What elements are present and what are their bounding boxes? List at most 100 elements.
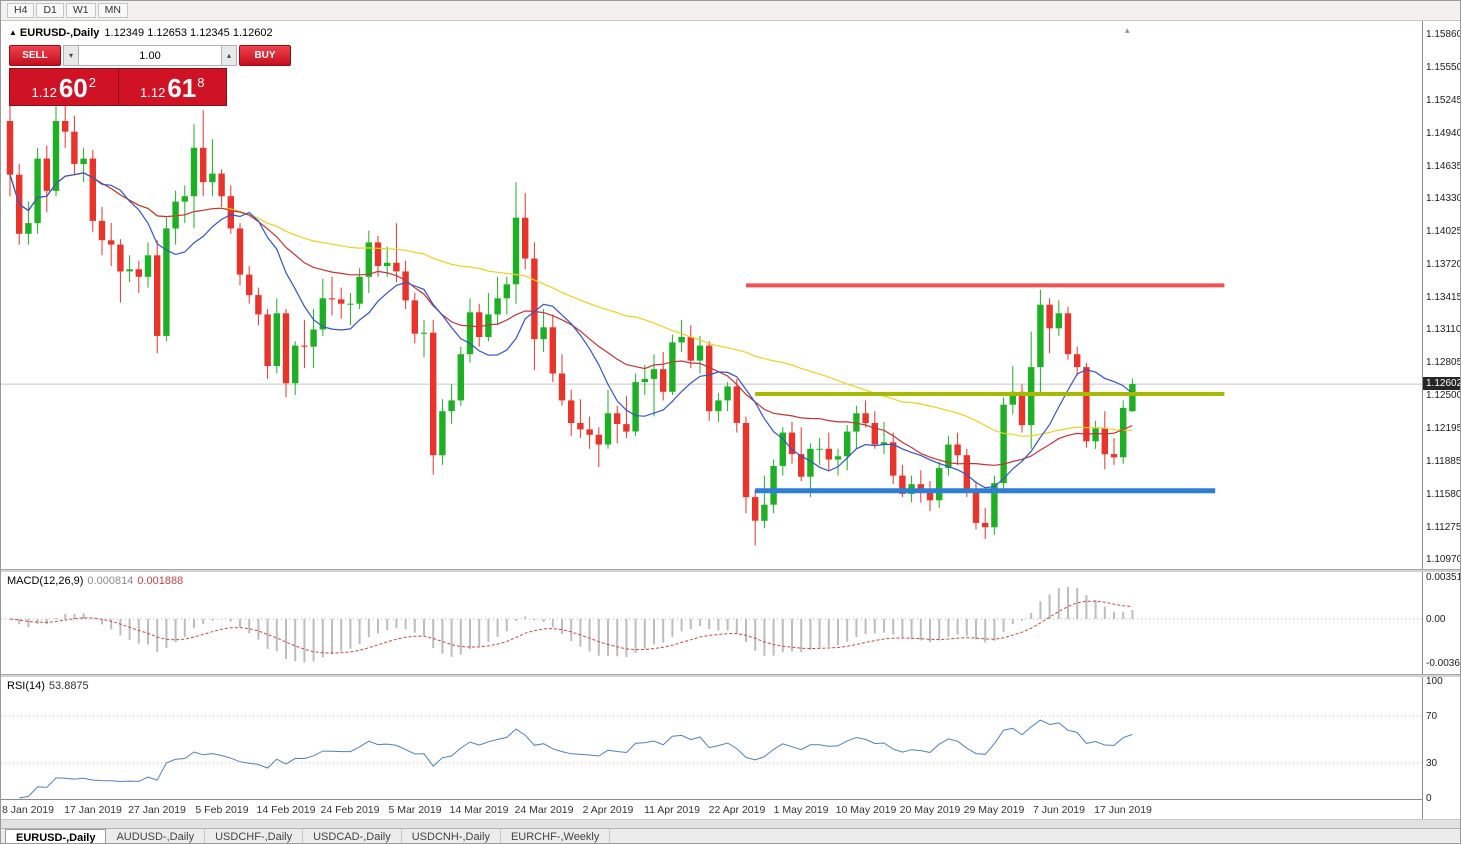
price-axis-label: 1.13110 bbox=[1426, 324, 1461, 335]
candle-bearish bbox=[890, 442, 897, 476]
candle-bullish bbox=[844, 431, 851, 457]
chart-tab-bar: EURUSD-,Daily AUDUSD-,Daily USDCHF-,Daily U… bbox=[1, 828, 1460, 843]
candle-bearish bbox=[917, 484, 924, 490]
candle-bullish bbox=[512, 217, 520, 285]
candle-bearish bbox=[926, 489, 934, 501]
price-axis-label: 1.14940 bbox=[1426, 128, 1461, 139]
candle-bullish bbox=[604, 413, 612, 445]
candle-bearish bbox=[282, 313, 290, 384]
value-axis-column: 1.12602 1.15860 1.15550 1.15245 1.14940 1.14… bbox=[1422, 21, 1461, 819]
candle-bullish bbox=[292, 345, 299, 384]
price-axis-label: 1.11580 bbox=[1426, 489, 1461, 500]
candle-bearish bbox=[246, 274, 253, 296]
macd-signal-line bbox=[9, 600, 1133, 654]
sell-button[interactable]: SELL bbox=[9, 45, 61, 66]
candle-bullish bbox=[770, 466, 777, 505]
candle-bearish bbox=[430, 332, 437, 456]
candlestick-chart[interactable] bbox=[1, 21, 1422, 569]
buy-price-big: 61 bbox=[167, 73, 197, 103]
panel-splitter[interactable] bbox=[1, 569, 1460, 572]
horizontal-scroll-area[interactable] bbox=[1, 819, 1460, 828]
chart-tab-usdcad[interactable]: USDCAD-,Daily bbox=[303, 829, 402, 843]
rsi-name: RSI(14) bbox=[7, 680, 45, 692]
candle-bullish bbox=[991, 483, 998, 528]
date-label: 24 Feb 2019 bbox=[320, 804, 380, 816]
rsi-line bbox=[19, 719, 1133, 799]
candle-bullish bbox=[936, 468, 943, 501]
candle-bearish bbox=[328, 298, 336, 300]
timeframe-button-d1[interactable]: D1 bbox=[36, 3, 64, 18]
chart-tab-audusd[interactable]: AUDUSD-,Daily bbox=[106, 829, 206, 843]
buy-button[interactable]: BUY bbox=[239, 45, 291, 66]
candle-bearish bbox=[227, 196, 234, 229]
chart-tab-usdcnh[interactable]: USDCNH-,Daily bbox=[402, 829, 501, 843]
candle-bullish bbox=[540, 327, 547, 340]
volume-control: ▾ ▴ bbox=[63, 45, 237, 66]
candle-bearish bbox=[595, 434, 602, 445]
candle-bearish bbox=[89, 158, 96, 221]
volume-increase-button[interactable]: ▴ bbox=[221, 45, 237, 66]
candle-bearish bbox=[623, 424, 630, 432]
candle-bullish bbox=[1037, 304, 1044, 367]
candle-bullish bbox=[1092, 428, 1099, 442]
candle-bearish bbox=[982, 522, 989, 528]
rsi-value: 53.8875 bbox=[48, 680, 89, 692]
chart-tab-eurchf[interactable]: EURCHF-,Weekly bbox=[501, 829, 611, 843]
candle-bullish bbox=[126, 269, 133, 272]
macd-axis-label: 0.00 bbox=[1426, 614, 1446, 625]
price-axis-label: 1.13720 bbox=[1426, 259, 1461, 270]
timeframe-group: H4 D1 W1 MN bbox=[7, 3, 128, 18]
price-axis-label: 1.14330 bbox=[1426, 193, 1461, 204]
timeframe-button-mn[interactable]: MN bbox=[97, 3, 128, 18]
macd-chart bbox=[1, 587, 1422, 663]
candle-bullish bbox=[1000, 404, 1007, 484]
candle-bearish bbox=[264, 314, 271, 366]
candle-bearish bbox=[788, 432, 796, 455]
symbol-marker-icon: ▲ bbox=[9, 28, 17, 37]
rsi-axis-label: 0 bbox=[1426, 793, 1432, 804]
trade-controls-row: SELL ▾ ▴ BUY bbox=[9, 45, 291, 66]
candle-bullish bbox=[807, 448, 814, 477]
macd-axis-label: 0.003518 bbox=[1426, 572, 1460, 583]
date-label: 20 May 2019 bbox=[899, 804, 961, 816]
panel-splitter[interactable] bbox=[1, 674, 1460, 677]
macd-main-value: 0.000814 bbox=[87, 575, 134, 587]
sell-price-display[interactable]: 1.12 60 2 bbox=[10, 69, 118, 105]
chart-title: ▲ EURUSD-,Daily 1.12349 1.12653 1.12345 1.… bbox=[9, 27, 273, 39]
buy-price-display[interactable]: 1.12 61 8 bbox=[118, 69, 226, 105]
timeframe-button-h4[interactable]: H4 bbox=[7, 3, 35, 18]
bid-ask-display: 1.12 60 2 1.12 61 8 bbox=[9, 68, 227, 106]
candle-bullish bbox=[632, 382, 639, 432]
candle-bullish bbox=[457, 354, 464, 401]
candle-bearish bbox=[476, 312, 483, 337]
candle-bearish bbox=[862, 413, 869, 423]
candle-bullish bbox=[696, 345, 704, 361]
chart-tab-eurusd[interactable]: EURUSD-,Daily bbox=[5, 829, 107, 843]
main-chart-panel: ▲ EURUSD-,Daily 1.12349 1.12653 1.12345 1.… bbox=[1, 21, 1422, 569]
candle-bullish bbox=[190, 147, 198, 197]
candle-bearish bbox=[522, 217, 529, 259]
candle-bullish bbox=[761, 504, 768, 521]
candle-bullish bbox=[641, 378, 648, 383]
rsi-axis-label: 100 bbox=[1426, 676, 1443, 687]
buy-price-sup: 8 bbox=[197, 75, 205, 90]
volume-input[interactable] bbox=[79, 45, 221, 66]
date-label: 1 May 2019 bbox=[773, 804, 829, 816]
candle-bearish bbox=[200, 147, 207, 183]
volume-decrease-button[interactable]: ▾ bbox=[63, 45, 79, 66]
date-label: 2 Apr 2019 bbox=[582, 804, 634, 816]
candle-bearish bbox=[558, 373, 566, 401]
candle-bearish bbox=[825, 448, 832, 460]
candle-bearish bbox=[255, 295, 262, 315]
candle-bearish bbox=[614, 413, 621, 424]
candles bbox=[6, 102, 1136, 546]
candle-bearish bbox=[899, 475, 906, 494]
date-axis: 8 Jan 2019 17 Jan 2019 27 Jan 2019 5 Feb 20… bbox=[1, 799, 1460, 819]
price-axis-label: 1.10970 bbox=[1426, 554, 1461, 565]
candle-bullish bbox=[678, 337, 685, 343]
candle-bullish bbox=[669, 342, 676, 392]
macd-axis-label: -0.00367 bbox=[1426, 658, 1460, 669]
chart-tab-usdchf[interactable]: USDCHF-,Daily bbox=[205, 829, 304, 843]
timeframe-button-w1[interactable]: W1 bbox=[65, 3, 96, 18]
